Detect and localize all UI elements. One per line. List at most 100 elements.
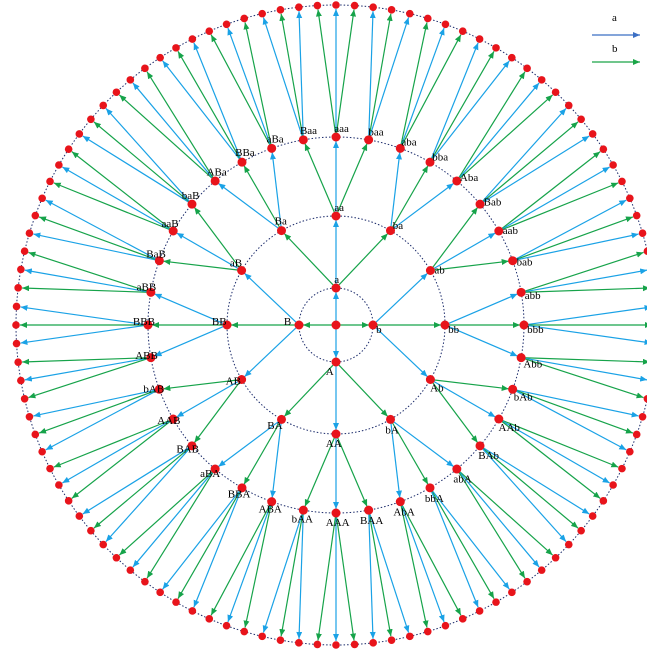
node-l4-72 [55, 481, 63, 489]
edge-l4-32 [515, 389, 639, 418]
label-l3-11: bAb [514, 391, 533, 403]
node-l1-B [294, 320, 304, 330]
edge-l4-77 [28, 358, 149, 399]
node-l2-5 [386, 414, 395, 424]
node-l4-70 [75, 512, 84, 520]
node-l4-75 [31, 430, 40, 439]
node-root [331, 320, 341, 330]
edge-l2-10 [244, 272, 298, 324]
edge-l3-30 [176, 232, 240, 270]
edge-l4-31 [523, 358, 644, 399]
node-l4-8 [475, 35, 484, 43]
node-l3-25 [154, 384, 164, 394]
node-l4-55 [313, 640, 322, 649]
label-l3-33: BBa [235, 147, 255, 159]
label-l1-1: b [376, 324, 382, 336]
node-l4-32 [638, 412, 647, 421]
node-l4-15 [577, 115, 585, 124]
node-l4-100 [188, 35, 197, 43]
edge-l4-25 [524, 285, 647, 293]
edge-l3-2 [390, 152, 402, 228]
edge-l4-90 [62, 166, 171, 231]
node-l2-11 [277, 226, 286, 236]
edge-l4-91 [71, 151, 172, 230]
node-l4-36 [609, 481, 617, 489]
edge-l4-71 [71, 420, 172, 499]
node-l4-41 [551, 553, 560, 562]
node-l4-104 [258, 9, 267, 18]
edge-l4-37 [500, 420, 601, 499]
node-l2-7 [277, 414, 286, 424]
node-l3-19 [298, 505, 308, 515]
edge-l4-30 [523, 357, 647, 382]
edge-l4-12 [458, 82, 540, 180]
node-l4-3 [387, 6, 396, 14]
node-l3-16 [395, 497, 405, 507]
label-l3-34: aBa [267, 133, 284, 145]
node-l3-34 [267, 143, 277, 153]
label-l3-5: Bab [484, 197, 502, 209]
label-l3-9: bbb [527, 324, 544, 336]
edge-l4-22 [515, 232, 639, 261]
node-l4-13 [551, 88, 560, 97]
edge-l4-59 [243, 504, 272, 628]
node-l4-10 [508, 53, 516, 62]
node-l4-12 [537, 76, 546, 84]
edge-l3-1 [336, 143, 368, 214]
node-l4-57 [276, 636, 285, 644]
edge-l4-60 [227, 504, 272, 623]
edge-l2-8 [244, 326, 298, 378]
edge-l4-4 [369, 17, 410, 138]
node-l3-5 [475, 199, 485, 209]
node-l4-19 [618, 177, 626, 186]
label-l3-13: BAb [478, 450, 499, 462]
edge-l4-6 [400, 27, 445, 146]
label-l2-9: BB [212, 316, 227, 328]
label-l1-0: a [334, 274, 339, 286]
edge-l4-20 [515, 199, 627, 260]
edge-l4-84 [24, 268, 149, 293]
node-l4-88 [38, 194, 46, 203]
label-l3-26: ABB [135, 350, 158, 362]
edge-l4-86 [33, 232, 157, 261]
node-l4-74 [38, 447, 46, 456]
edge-l4-106 [296, 11, 304, 137]
node-l3-31 [187, 199, 197, 209]
edge-l4-35 [501, 419, 619, 468]
node-l4-34 [626, 447, 634, 456]
edge-l4-26 [526, 304, 647, 326]
label-l3-1: baa [368, 127, 383, 139]
node-l3-22 [210, 464, 220, 474]
node-l4-23 [643, 247, 647, 255]
node-l4-53 [350, 640, 359, 649]
node-l3-20 [267, 497, 277, 507]
edge-l3-23 [193, 381, 241, 444]
edge-l4-45 [430, 490, 495, 599]
node-l4-1 [350, 1, 359, 10]
edge-l4-96 [132, 82, 214, 180]
node-l3-26 [146, 353, 156, 363]
node-l3-13 [475, 441, 485, 451]
label-l3-10: Abb [523, 358, 542, 370]
node-l4-69 [87, 526, 95, 535]
edge-l4-70 [82, 446, 190, 515]
node-l4-73 [46, 464, 54, 473]
node-l4-93 [87, 115, 95, 124]
edge-l4-16 [482, 135, 590, 204]
label-l3-20: ABA [259, 504, 282, 516]
label-l3-19: bAA [292, 513, 313, 525]
edge-l4-19 [501, 182, 619, 231]
edge-l2-7 [283, 363, 335, 417]
node-l3-28 [146, 287, 156, 297]
node-l4-47 [458, 615, 467, 623]
node-l2-6 [331, 429, 341, 439]
label-l3-31: baB [182, 190, 200, 202]
edge-l3-13 [431, 381, 479, 444]
edge-l4-75 [38, 389, 157, 434]
node-l4-62 [188, 607, 197, 615]
edge-l3-5 [431, 206, 479, 269]
edge-l3-7 [433, 259, 509, 271]
node-l4-107 [313, 1, 322, 10]
edge-l4-95 [118, 94, 214, 180]
